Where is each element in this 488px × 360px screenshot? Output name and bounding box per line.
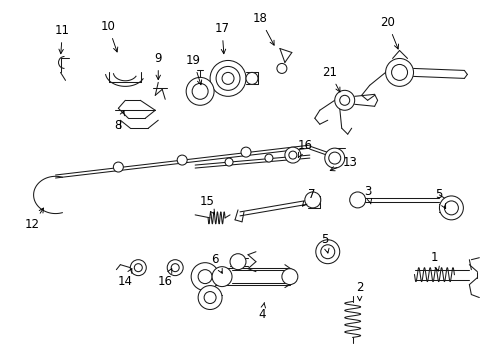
Ellipse shape — [288, 151, 296, 159]
Ellipse shape — [349, 192, 365, 208]
Ellipse shape — [191, 263, 219, 291]
Text: 5: 5 — [434, 188, 445, 208]
Ellipse shape — [439, 196, 463, 220]
Text: 13: 13 — [329, 156, 356, 171]
Ellipse shape — [198, 270, 212, 284]
Ellipse shape — [324, 148, 344, 168]
Ellipse shape — [130, 260, 146, 276]
Text: 3: 3 — [363, 185, 371, 204]
Ellipse shape — [216, 67, 240, 90]
Ellipse shape — [186, 77, 214, 105]
Text: 5: 5 — [321, 233, 328, 253]
Ellipse shape — [222, 72, 234, 84]
Text: 9: 9 — [154, 52, 162, 80]
Ellipse shape — [304, 192, 320, 208]
Text: 12: 12 — [25, 208, 43, 231]
Text: 11: 11 — [55, 24, 70, 54]
Text: 16: 16 — [297, 139, 312, 157]
Ellipse shape — [192, 84, 208, 99]
Ellipse shape — [241, 147, 250, 157]
Ellipse shape — [203, 292, 216, 303]
Ellipse shape — [281, 269, 297, 285]
Ellipse shape — [113, 162, 123, 172]
Ellipse shape — [198, 285, 222, 310]
Ellipse shape — [177, 155, 187, 165]
Ellipse shape — [444, 201, 457, 215]
Text: 4: 4 — [258, 302, 265, 321]
Text: 14: 14 — [118, 269, 133, 288]
Ellipse shape — [167, 260, 183, 276]
Text: 6: 6 — [211, 253, 222, 273]
Text: 16: 16 — [158, 269, 172, 288]
Text: 19: 19 — [185, 54, 202, 85]
Ellipse shape — [328, 152, 340, 164]
Text: 18: 18 — [252, 12, 274, 45]
Ellipse shape — [385, 58, 413, 86]
Ellipse shape — [210, 60, 245, 96]
Ellipse shape — [285, 147, 300, 163]
Ellipse shape — [264, 154, 272, 162]
Ellipse shape — [391, 64, 407, 80]
Ellipse shape — [245, 72, 258, 84]
Ellipse shape — [276, 63, 286, 73]
Ellipse shape — [171, 264, 179, 272]
Text: 17: 17 — [214, 22, 229, 54]
Ellipse shape — [229, 254, 245, 270]
Text: 21: 21 — [322, 66, 339, 92]
Text: 8: 8 — [115, 111, 124, 132]
Ellipse shape — [339, 95, 349, 105]
Ellipse shape — [334, 90, 354, 110]
Text: 20: 20 — [379, 16, 398, 49]
Text: 1: 1 — [430, 251, 438, 271]
Text: 2: 2 — [355, 281, 363, 301]
Text: 15: 15 — [199, 195, 214, 214]
Ellipse shape — [315, 240, 339, 264]
Ellipse shape — [320, 245, 334, 259]
Ellipse shape — [212, 267, 232, 287]
Text: 10: 10 — [101, 20, 118, 52]
Text: 7: 7 — [302, 188, 315, 206]
Ellipse shape — [134, 264, 142, 272]
Ellipse shape — [224, 158, 233, 166]
